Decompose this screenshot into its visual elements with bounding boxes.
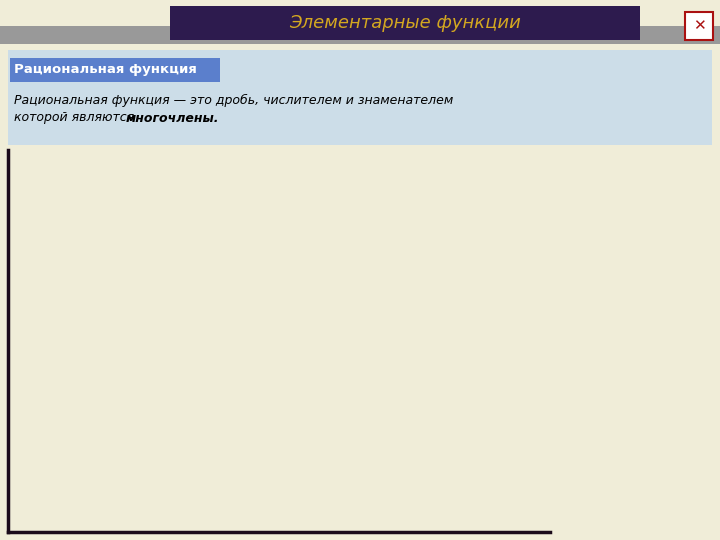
Bar (170, 6, 640, 40)
Bar (8, 50, 712, 145)
Text: Рациональная функция: Рациональная функция (14, 64, 197, 77)
Text: ✕: ✕ (693, 18, 706, 33)
Text: Элементарные функции: Элементарные функции (289, 14, 521, 32)
Text: $x$: $x$ (446, 325, 454, 335)
Text: Рациональная функция — это дробь, числителем и знаменателем: Рациональная функция — это дробь, числит… (14, 93, 454, 106)
Legend: $y=\dfrac{2\cdot x+5}{x-3}$, $y=\dfrac{x-1}{2}$: $y=\dfrac{2\cdot x+5}{x-3}$, $y=\dfrac{x… (369, 185, 451, 249)
Bar (685, 12, 713, 40)
Bar (10, 58, 220, 82)
Bar (0, 26, 720, 44)
Text: которой являются: которой являются (14, 111, 138, 125)
Text: $\uparrow y$: $\uparrow y$ (315, 180, 335, 194)
Text: многочлены.: многочлены. (126, 111, 220, 125)
